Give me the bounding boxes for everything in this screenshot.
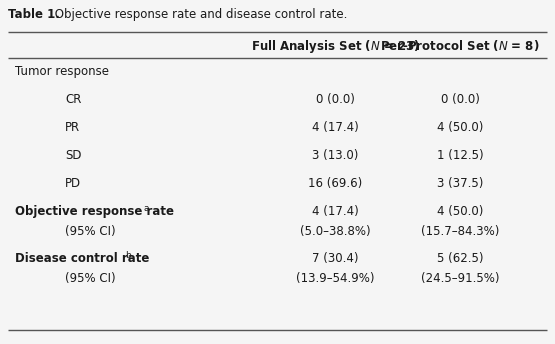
- Text: CR: CR: [65, 93, 82, 106]
- Text: 16 (69.6): 16 (69.6): [308, 177, 362, 190]
- Text: 0 (0.0): 0 (0.0): [316, 93, 355, 106]
- Text: PD: PD: [65, 177, 81, 190]
- Text: 4 (50.0): 4 (50.0): [437, 205, 483, 218]
- Text: 1 (12.5): 1 (12.5): [437, 149, 483, 162]
- Text: (5.0–38.8%): (5.0–38.8%): [300, 225, 370, 238]
- Text: 0 (0.0): 0 (0.0): [441, 93, 480, 106]
- Text: Per-Protocol Set ($\mathit{N}$ = 8): Per-Protocol Set ($\mathit{N}$ = 8): [380, 38, 539, 53]
- Text: (13.9–54.9%): (13.9–54.9%): [296, 272, 374, 285]
- Text: PR: PR: [65, 121, 80, 134]
- Text: (24.5–91.5%): (24.5–91.5%): [421, 272, 500, 285]
- Text: Objective response rate: Objective response rate: [15, 205, 178, 218]
- Text: Objective response rate and disease control rate.: Objective response rate and disease cont…: [51, 8, 347, 21]
- Text: Full Analysis Set ($\mathit{N}$ = 23): Full Analysis Set ($\mathit{N}$ = 23): [251, 38, 420, 55]
- Text: 4 (17.4): 4 (17.4): [311, 121, 359, 134]
- Text: Table 1.: Table 1.: [8, 8, 60, 21]
- Text: 4 (17.4): 4 (17.4): [311, 205, 359, 218]
- Text: a: a: [143, 204, 149, 213]
- Text: (95% CI): (95% CI): [65, 225, 115, 238]
- Text: 3 (37.5): 3 (37.5): [437, 177, 483, 190]
- Text: (15.7–84.3%): (15.7–84.3%): [421, 225, 499, 238]
- Text: 3 (13.0): 3 (13.0): [312, 149, 358, 162]
- Text: Disease control rate: Disease control rate: [15, 252, 154, 265]
- Text: (95% CI): (95% CI): [65, 272, 115, 285]
- Text: 7 (30.4): 7 (30.4): [312, 252, 358, 265]
- Text: Tumor response: Tumor response: [15, 65, 109, 78]
- Text: SD: SD: [65, 149, 82, 162]
- Text: 4 (50.0): 4 (50.0): [437, 121, 483, 134]
- Text: b: b: [125, 251, 131, 260]
- Text: 5 (62.5): 5 (62.5): [437, 252, 483, 265]
